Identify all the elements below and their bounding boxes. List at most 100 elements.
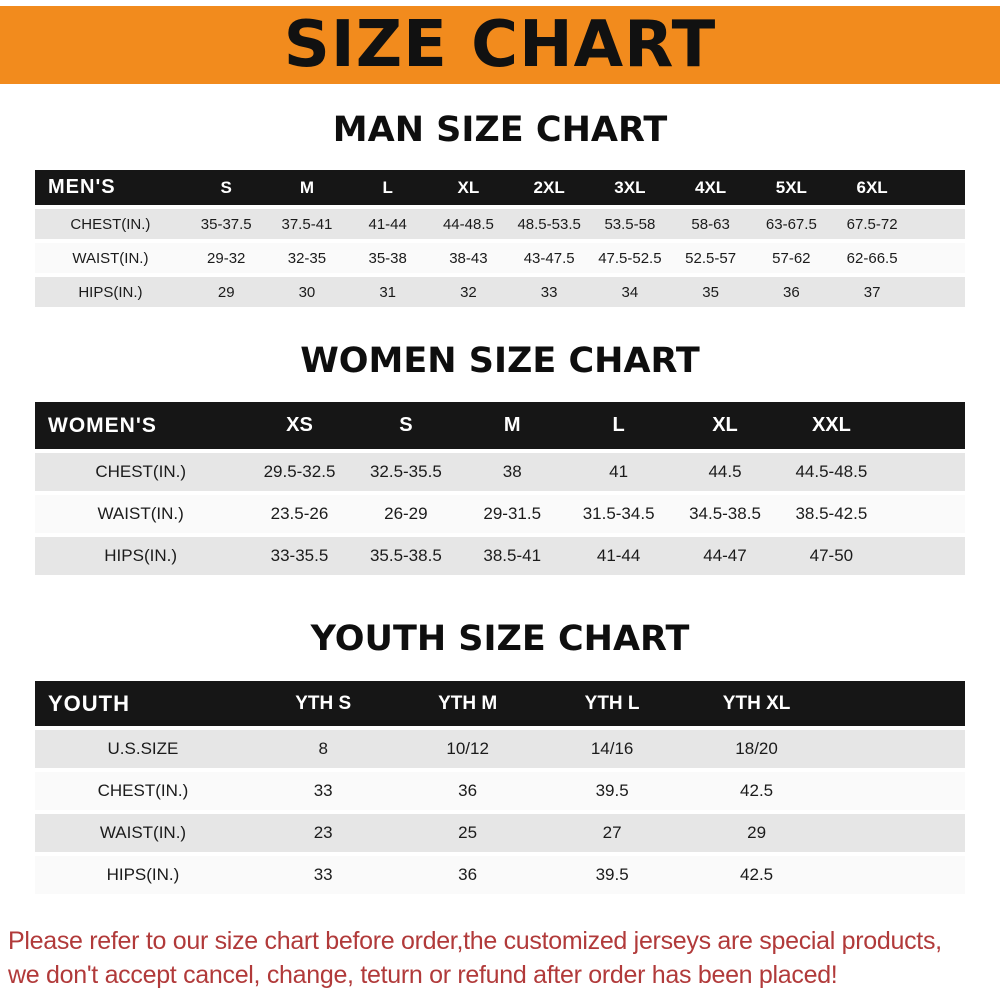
row-spacer [912, 277, 965, 307]
measurement-row: CHEST(IN.) 29.5-32.5 32.5-35.5 38 41 44.5 44.5… [35, 453, 965, 491]
size-value: 44-47 [671, 537, 779, 575]
size-column-header: XXL [778, 402, 885, 449]
measurement-label: WAIST(IN.) [35, 243, 186, 273]
size-chart-banner: SIZE CHART [0, 6, 1000, 84]
size-value: 8 [250, 730, 396, 768]
size-value: 34.5-38.5 [671, 495, 779, 533]
measurement-row: HIPS(IN.) 33 36 39.5 42.5 [35, 856, 965, 894]
man-size-chart-heading: MAN SIZE CHART [332, 110, 668, 150]
measurement-row: WAIST(IN.) 29-32 32-35 35-38 38-43 43-47.5 47.… [35, 243, 965, 273]
size-value: 23 [250, 814, 396, 852]
size-column-header: 4XL [670, 170, 751, 205]
size-value: 30 [266, 277, 348, 307]
size-value: 29-31.5 [459, 495, 566, 533]
measurement-label: HIPS(IN.) [35, 277, 186, 307]
size-value: 33-35.5 [246, 537, 353, 575]
measurement-row: HIPS(IN.) 29 30 31 32 33 34 35 36 37 [35, 277, 965, 307]
size-column-header: YTH XL [684, 681, 829, 726]
size-value: 34 [589, 277, 671, 307]
size-value: 32.5-35.5 [352, 453, 460, 491]
size-value: 33 [250, 772, 396, 810]
measurement-row: WAIST(IN.) 23.5-26 26-29 29-31.5 31.5-34.5 34… [35, 495, 965, 533]
size-value: 35 [670, 277, 751, 307]
row-spacer [912, 243, 965, 273]
size-value: 23.5-26 [246, 495, 353, 533]
size-value: 47-50 [778, 537, 885, 575]
size-value: 53.5-58 [589, 209, 671, 239]
size-value: 26-29 [352, 495, 460, 533]
measurement-row: WAIST(IN.) 23 25 27 29 [35, 814, 965, 852]
size-chart-page: SIZE CHART MAN SIZE CHART MEN'S S M L XL 2XL 3… [0, 6, 1000, 992]
measurement-label: HIPS(IN.) [35, 537, 247, 575]
measurement-label: CHEST(IN.) [35, 209, 186, 239]
size-value: 41 [565, 453, 672, 491]
size-value: 29-32 [185, 243, 267, 273]
size-value: 35.5-38.5 [352, 537, 460, 575]
size-column-header: M [459, 402, 566, 449]
size-header-row: WOMEN'S XS S M L XL XXL [35, 402, 965, 449]
table-group-label: WOMEN'S [35, 402, 247, 449]
size-value: 43-47.5 [508, 243, 590, 273]
size-value: 32 [428, 277, 509, 307]
size-value: 38-43 [428, 243, 509, 273]
header-spacer [884, 402, 965, 449]
size-column-header: XL [671, 402, 779, 449]
size-value: 44.5 [671, 453, 779, 491]
size-value: 58-63 [670, 209, 751, 239]
size-value: 29 [185, 277, 267, 307]
row-spacer [884, 453, 965, 491]
size-column-header: 5XL [750, 170, 832, 205]
youth-size-table: YOUTH YTH S YTH M YTH L YTH XL U.S.SIZE 8 10/12… [35, 677, 965, 898]
size-value: 39.5 [539, 772, 685, 810]
men-size-table: MEN'S S M L XL 2XL 3XL 4XL 5XL 6XL CHEST(IN.) 35-37… [35, 166, 965, 311]
man-size-chart-section: MAN SIZE CHART MEN'S S M L XL 2XL 3XL 4XL 5XL 6XL… [0, 110, 1000, 311]
size-column-header: YTH L [539, 681, 685, 726]
size-value: 57-62 [750, 243, 832, 273]
size-value: 35-37.5 [185, 209, 267, 239]
measurement-row: HIPS(IN.) 33-35.5 35.5-38.5 38.5-41 41-44 44-… [35, 537, 965, 575]
size-value: 67.5-72 [831, 209, 913, 239]
size-value: 29 [684, 814, 829, 852]
measurement-label: CHEST(IN.) [35, 772, 251, 810]
size-column-header: S [185, 170, 267, 205]
table-group-label: MEN'S [35, 170, 186, 205]
size-value: 41-44 [347, 209, 429, 239]
size-value: 48.5-53.5 [508, 209, 590, 239]
size-value: 31.5-34.5 [565, 495, 672, 533]
row-spacer [828, 730, 965, 768]
measurement-label: HIPS(IN.) [35, 856, 251, 894]
size-value: 38 [459, 453, 566, 491]
size-value: 44.5-48.5 [778, 453, 885, 491]
row-spacer [828, 814, 965, 852]
size-value: 10/12 [395, 730, 540, 768]
size-column-header: XL [428, 170, 509, 205]
row-spacer [828, 856, 965, 894]
women-size-chart-section: WOMEN SIZE CHART WOMEN'S XS S M L XL XXL CHEST(… [0, 341, 1000, 579]
size-value: 31 [347, 277, 429, 307]
size-value: 52.5-57 [670, 243, 751, 273]
notice-line-1: Please refer to our size chart before or… [8, 927, 942, 955]
size-header-row: YOUTH YTH S YTH M YTH L YTH XL [35, 681, 965, 726]
size-column-header: 6XL [831, 170, 913, 205]
measurement-label: WAIST(IN.) [35, 814, 251, 852]
size-value: 32-35 [266, 243, 348, 273]
header-spacer [828, 681, 965, 726]
size-column-header: L [347, 170, 429, 205]
table-group-label: YOUTH [35, 681, 251, 726]
measurement-row: CHEST(IN.) 35-37.5 37.5-41 41-44 44-48.5 48.5… [35, 209, 965, 239]
size-value: 47.5-52.5 [589, 243, 671, 273]
size-column-header: YTH S [250, 681, 396, 726]
size-value: 36 [750, 277, 832, 307]
women-size-chart-heading: WOMEN SIZE CHART [300, 341, 700, 381]
order-notice: Please refer to our size chart before or… [8, 924, 992, 992]
measurement-row: U.S.SIZE 8 10/12 14/16 18/20 [35, 730, 965, 768]
size-value: 37.5-41 [266, 209, 348, 239]
size-value: 35-38 [347, 243, 429, 273]
size-value: 44-48.5 [428, 209, 509, 239]
size-value: 33 [508, 277, 590, 307]
measurement-row: CHEST(IN.) 33 36 39.5 42.5 [35, 772, 965, 810]
measurement-label: CHEST(IN.) [35, 453, 247, 491]
size-column-header: 3XL [589, 170, 671, 205]
size-column-header: XS [246, 402, 353, 449]
row-spacer [912, 209, 965, 239]
